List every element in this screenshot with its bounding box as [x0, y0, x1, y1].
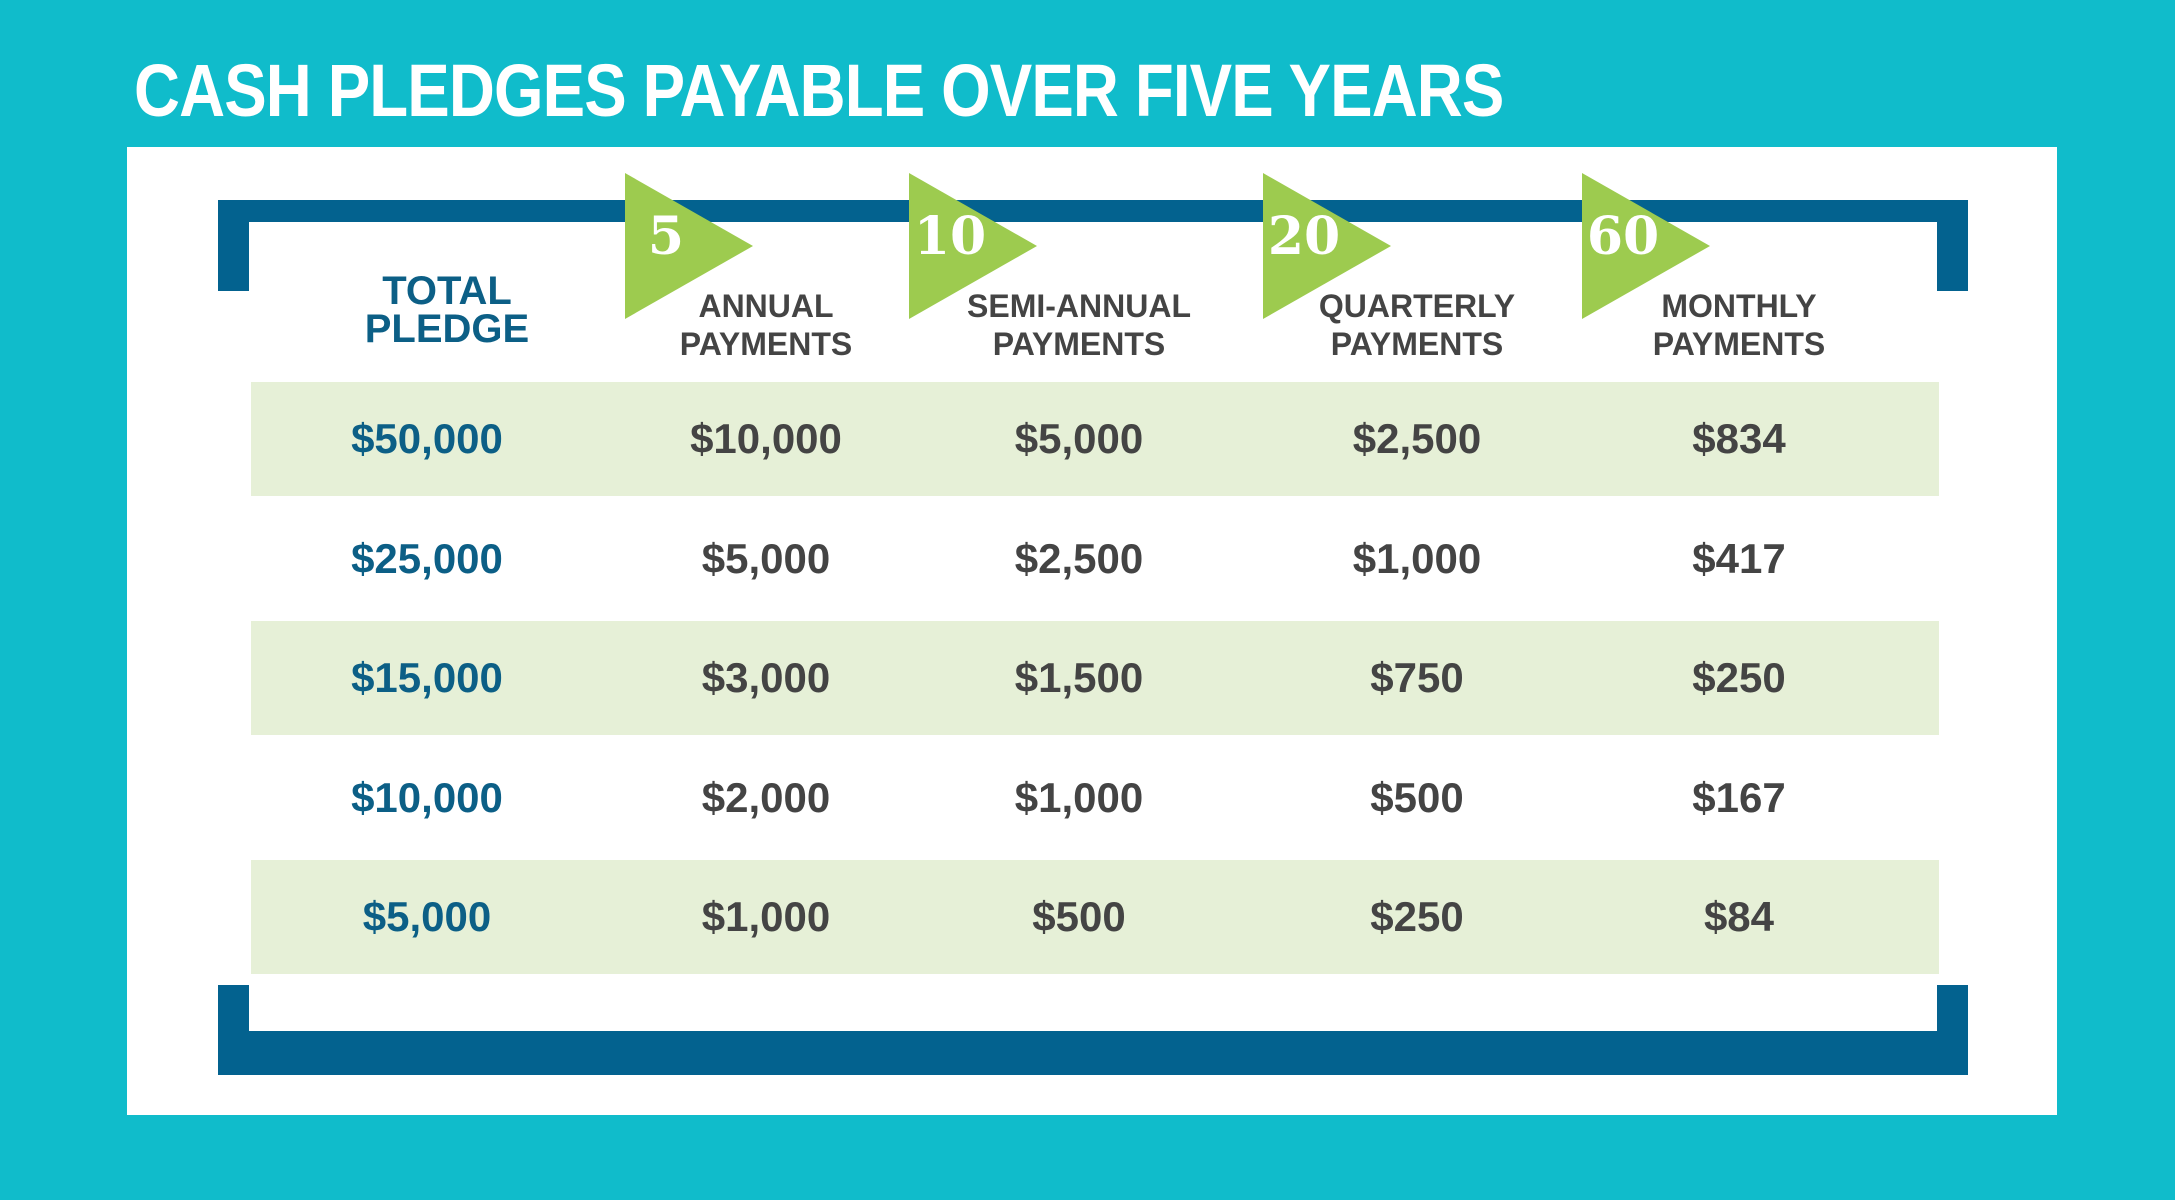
payment-cell: $10,000	[690, 415, 842, 462]
payment-cell: $834	[1692, 415, 1786, 462]
column-header: MONTHLY PAYMENTS	[1579, 287, 1899, 363]
column-header-line2: PAYMENTS	[1652, 326, 1826, 362]
page-title: CASH PLEDGES PAYABLE OVER FIVE YEARS	[134, 49, 1504, 132]
total-pledge-cell: $15,000	[351, 654, 503, 701]
payment-cell: $250	[1692, 654, 1786, 701]
payment-count-label: 60	[1586, 206, 1660, 267]
column-header-line2: PAYMENTS	[1330, 326, 1504, 362]
payment-count-triangle: 5	[625, 173, 753, 319]
column-header: ANNUAL PAYMENTS	[606, 287, 926, 363]
payment-cell: $500	[1032, 893, 1126, 940]
payment-count-triangle: 60	[1582, 173, 1710, 319]
payment-cell: $5,000	[701, 534, 831, 582]
payment-count-label: 20	[1267, 206, 1341, 267]
payment-cell: $417	[1692, 534, 1786, 582]
column-header-line1: QUARTERLY	[1318, 288, 1516, 324]
pledge-table-card: TOTAL PLEDGE 5 ANNUAL PAYMENTS 10 SEMI-ANNUA…	[127, 147, 2057, 1115]
column-header-line2: PAYMENTS	[992, 326, 1166, 362]
total-pledge-header-line1: TOTAL	[382, 269, 512, 313]
total-pledge-cell: $25,000	[351, 534, 503, 582]
payment-count-label: 5	[647, 206, 685, 267]
table-row: $50,000 $10,000 $5,000 $2,500 $834	[251, 382, 1939, 496]
payment-cell: $2,500	[1352, 415, 1482, 462]
bracket-right-top	[1937, 200, 1968, 291]
payment-cell: $5,000	[1014, 415, 1144, 462]
column-header-line2: PAYMENTS	[679, 326, 853, 362]
payment-cell: $1,000	[1014, 773, 1144, 821]
total-pledge-header-line2: PLEDGE	[364, 307, 530, 351]
payment-cell: $1,500	[1014, 654, 1144, 701]
bracket-right-bottom	[1937, 985, 1968, 1075]
payment-cell: $2,000	[701, 773, 831, 821]
table-row: $5,000 $1,000 $500 $250 $84	[251, 860, 1939, 974]
bracket-bottom	[218, 1031, 1968, 1075]
payment-cell: $250	[1370, 893, 1464, 940]
column-header-line1: ANNUAL	[698, 288, 834, 324]
column-header-line1: MONTHLY	[1661, 288, 1817, 324]
payment-cell: $1,000	[701, 893, 831, 940]
total-pledge-cell: $5,000	[362, 893, 492, 940]
total-pledge-cell: $50,000	[351, 415, 503, 462]
bracket-left-bottom	[218, 985, 249, 1075]
column-header: SEMI-ANNUAL PAYMENTS	[919, 287, 1239, 363]
table-row: $15,000 $3,000 $1,500 $750 $250	[251, 621, 1939, 735]
payment-cell: $500	[1370, 773, 1464, 821]
column-header: QUARTERLY PAYMENTS	[1257, 287, 1577, 363]
table-row: $10,000 $2,000 $1,000 $500 $167	[251, 741, 1939, 855]
table-row: $25,000 $5,000 $2,500 $1,000 $417	[251, 502, 1939, 616]
payment-cell: $84	[1703, 893, 1775, 940]
payment-cell: $750	[1370, 654, 1464, 701]
payment-cell: $1,000	[1352, 534, 1482, 582]
bracket-left-top	[218, 200, 249, 291]
payment-count-label: 10	[913, 206, 987, 267]
payment-cell: $2,500	[1014, 534, 1144, 582]
payment-cell: $167	[1692, 773, 1786, 821]
total-pledge-cell: $10,000	[351, 773, 503, 821]
payment-count-triangle: 20	[1263, 173, 1391, 319]
payment-cell: $3,000	[701, 654, 831, 701]
column-header-line1: SEMI-ANNUAL	[967, 288, 1191, 324]
total-pledge-header: TOTAL PLEDGE	[337, 269, 557, 351]
payment-count-triangle: 10	[909, 173, 1037, 319]
